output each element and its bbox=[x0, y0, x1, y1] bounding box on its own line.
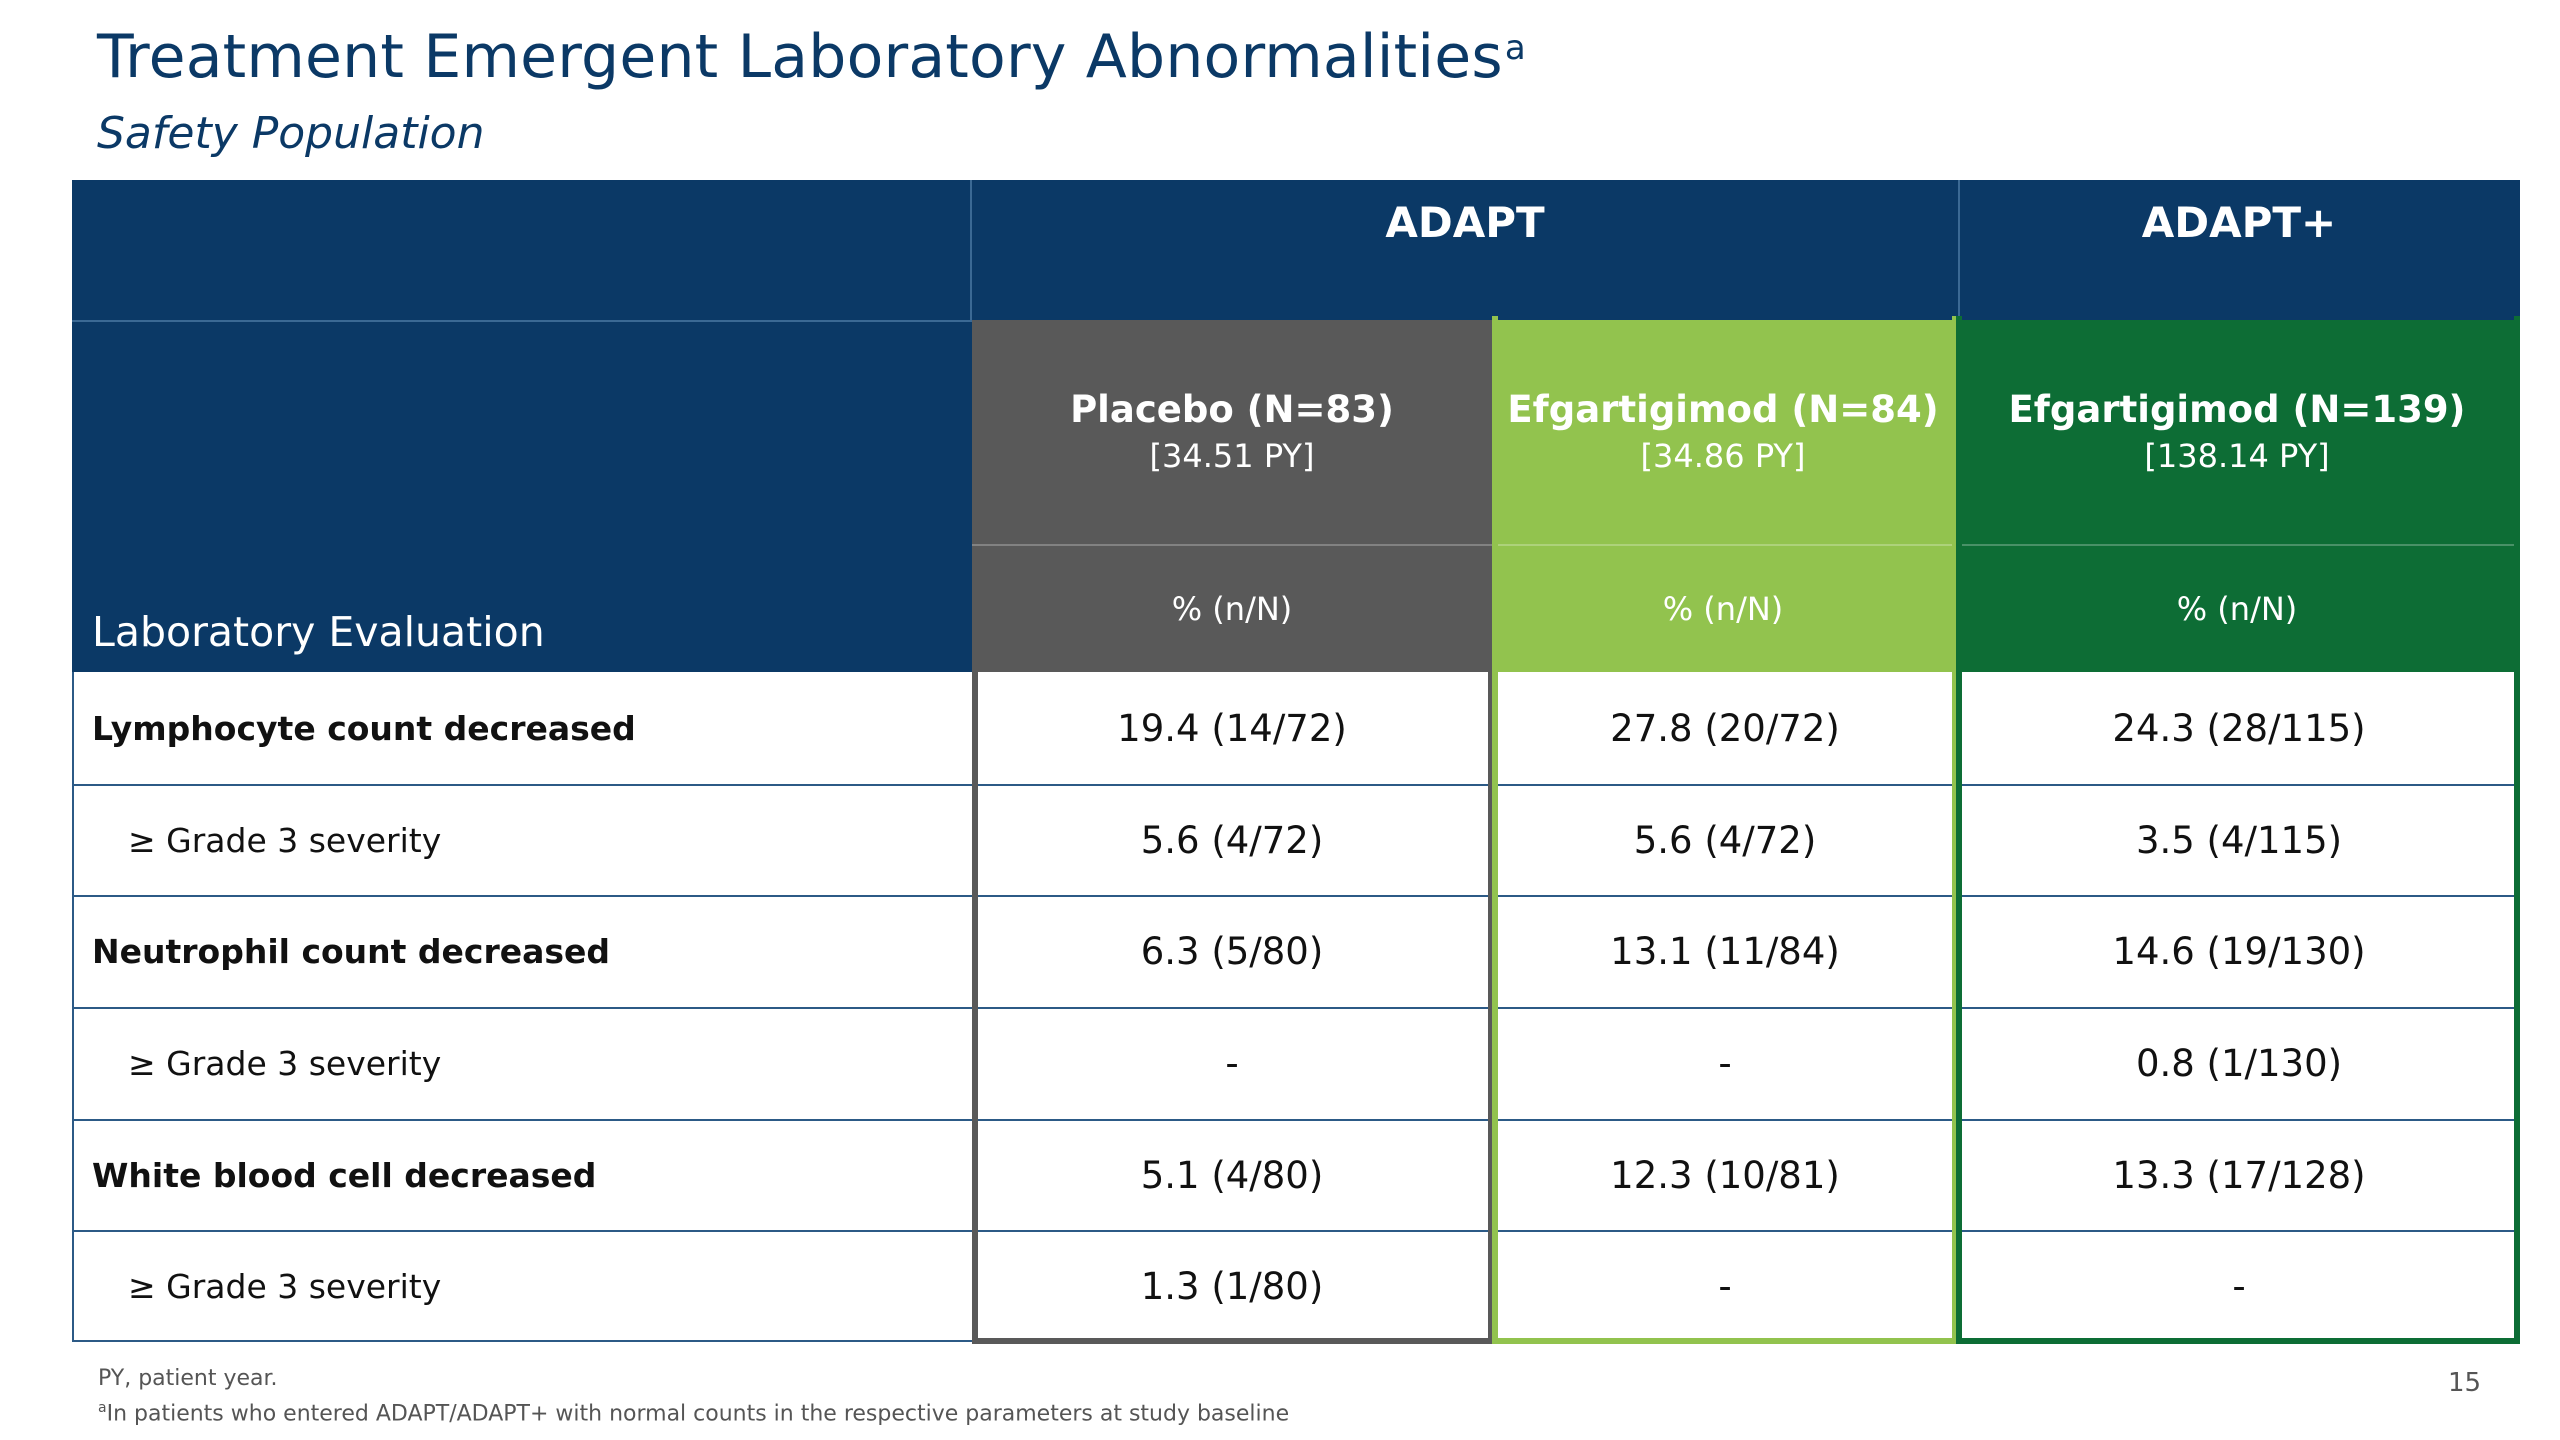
unit-label: % (n/N) bbox=[2176, 590, 2298, 628]
page-title: Treatment Emergent Laboratory Abnormalit… bbox=[97, 22, 1526, 92]
table-cell-efgartigimod-adapt: - bbox=[1718, 1041, 1732, 1085]
table-row-label: Lymphocyte count decreased bbox=[92, 708, 636, 748]
table-cell-efgartigimod-adapt: 13.1 (11/84) bbox=[1610, 929, 1840, 973]
table-cell-efgartigimod-adapt-plus: 3.5 (4/115) bbox=[2135, 818, 2343, 862]
header-band bbox=[72, 180, 2520, 320]
footnote-marker: a bbox=[98, 1400, 107, 1416]
unit-label: % (n/N) bbox=[1662, 590, 1784, 628]
table-cell-placebo: 6.3 (5/80) bbox=[1140, 929, 1324, 973]
table-cell-placebo: 1.3 (1/80) bbox=[1140, 1264, 1324, 1308]
divider bbox=[72, 320, 972, 322]
column-group-adapt-plus: ADAPT+ bbox=[2141, 197, 2337, 247]
table-cell-efgartigimod-adapt: 12.3 (10/81) bbox=[1610, 1153, 1840, 1197]
column-group-adapt: ADAPT bbox=[1385, 197, 1545, 247]
table-cell-placebo: 5.6 (4/72) bbox=[1140, 818, 1324, 862]
arm-header-efgartigimod-adapt bbox=[1492, 320, 1954, 672]
table-cell-efgartigimod-adapt-plus: 14.6 (19/130) bbox=[2112, 929, 2366, 973]
footnote-abbreviation: PY, patient year. bbox=[98, 1366, 278, 1391]
placebo-column-outline bbox=[972, 660, 1494, 1344]
footnote-note: aIn patients who entered ADAPT/ADAPT+ wi… bbox=[98, 1400, 1290, 1427]
table-cell-efgartigimod-adapt-plus: 13.3 (17/128) bbox=[2112, 1153, 2366, 1197]
table-cell-efgartigimod-adapt: 5.6 (4/72) bbox=[1633, 818, 1817, 862]
title-footnote-marker: a bbox=[1504, 28, 1526, 68]
page-number: 15 bbox=[2448, 1368, 2482, 1398]
arm-header-efgartigimod-adapt-plus bbox=[1954, 320, 2520, 672]
row-divider bbox=[72, 1007, 2520, 1009]
table-cell-placebo: 5.1 (4/80) bbox=[1140, 1153, 1324, 1197]
page-subtitle: Safety Population bbox=[97, 108, 485, 159]
row-divider bbox=[72, 895, 2520, 897]
divider bbox=[1958, 180, 1960, 320]
row-divider bbox=[72, 784, 2520, 786]
row-divider bbox=[72, 1119, 2520, 1121]
table-cell-placebo: 19.4 (14/72) bbox=[1117, 706, 1347, 750]
efgartigimod-adapt-column-outline bbox=[1492, 316, 1958, 1344]
table-row-label: ≥ Grade 3 severity bbox=[128, 820, 442, 860]
divider bbox=[970, 180, 972, 320]
divider bbox=[972, 544, 2520, 546]
row-header-label: Laboratory Evaluation bbox=[92, 608, 545, 656]
table-cell-efgartigimod-adapt-plus: - bbox=[2232, 1264, 2246, 1308]
table-cell-placebo: - bbox=[1225, 1041, 1239, 1085]
table-cell-efgartigimod-adapt-plus: 0.8 (1/130) bbox=[2135, 1041, 2343, 1085]
table-cell-efgartigimod-adapt: 27.8 (20/72) bbox=[1610, 706, 1840, 750]
arm-label-placebo: Placebo (N=83) [34.51 PY] bbox=[1070, 388, 1394, 475]
efgartigimod-adapt-plus-column-outline bbox=[1956, 316, 2520, 1344]
table-row-label: ≥ Grade 3 severity bbox=[128, 1266, 442, 1306]
table-row-label: White blood cell decreased bbox=[92, 1155, 597, 1195]
row-divider bbox=[72, 1230, 2520, 1232]
table-cell-efgartigimod-adapt: - bbox=[1718, 1264, 1732, 1308]
row-header-cell bbox=[72, 320, 972, 672]
unit-label: % (n/N) bbox=[1171, 590, 1293, 628]
arm-header-placebo bbox=[972, 320, 1492, 672]
arm-label-efgartigimod-adapt-plus: Efgartigimod (N=139) [138.14 PY] bbox=[2008, 388, 2466, 475]
arm-label-efgartigimod-adapt: Efgartigimod (N=84) [34.86 PY] bbox=[1507, 388, 1939, 475]
table-row-label: ≥ Grade 3 severity bbox=[128, 1043, 442, 1083]
table-row-label: Neutrophil count decreased bbox=[92, 931, 611, 971]
table-cell-efgartigimod-adapt-plus: 24.3 (28/115) bbox=[2112, 706, 2366, 750]
